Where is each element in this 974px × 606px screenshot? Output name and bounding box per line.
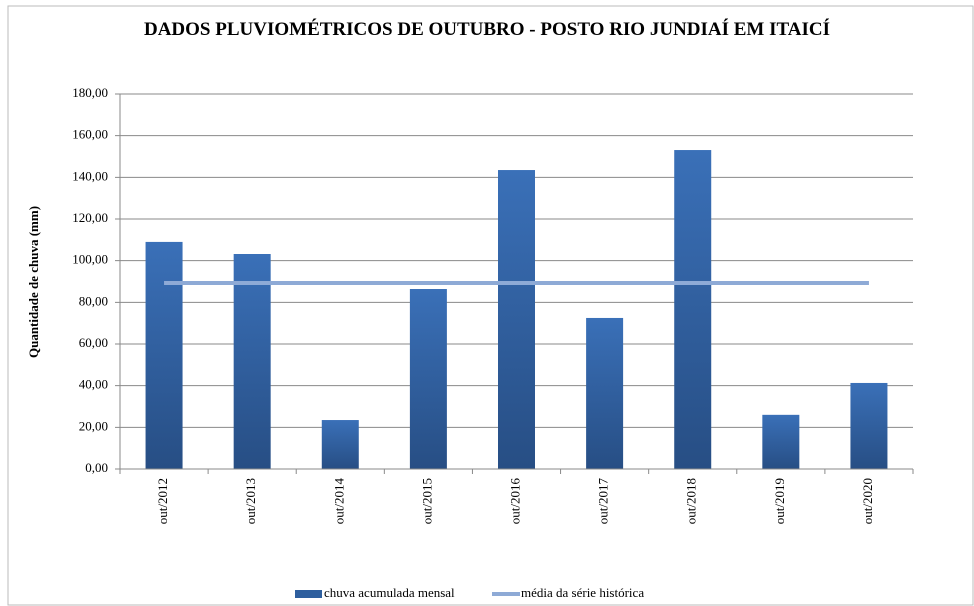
bar xyxy=(233,254,271,469)
bar xyxy=(321,420,359,469)
x-tick-label: out/2017 xyxy=(596,478,611,525)
y-tick-label: 140,00 xyxy=(72,168,108,183)
bar xyxy=(850,382,888,469)
x-tick-label: out/2014 xyxy=(331,478,346,525)
bar xyxy=(498,170,535,469)
bar xyxy=(409,289,447,469)
x-tick-label: out/2019 xyxy=(772,478,787,524)
x-tick-label: out/2015 xyxy=(419,478,434,524)
x-tick-label: out/2020 xyxy=(860,478,875,524)
y-tick-label: 40,00 xyxy=(79,377,108,392)
x-tick-label: out/2012 xyxy=(155,478,170,524)
chart-title: DADOS PLUVIOMÉTRICOS DE OUTUBRO - POSTO … xyxy=(143,19,831,40)
y-tick-label: 60,00 xyxy=(79,335,108,350)
bar xyxy=(586,317,624,469)
x-tick-label: out/2018 xyxy=(684,478,699,524)
y-tick-label: 80,00 xyxy=(79,293,108,308)
chart-frame xyxy=(7,5,974,606)
y-tick-label: 120,00 xyxy=(72,210,108,225)
legend-label: chuva acumulada mensal xyxy=(324,585,455,600)
y-tick-label: 160,00 xyxy=(72,127,108,142)
x-tick-label: out/2016 xyxy=(507,478,522,525)
bar xyxy=(762,414,800,469)
bar xyxy=(145,241,183,469)
y-tick-label: 0,00 xyxy=(85,460,108,475)
y-tick-label: 20,00 xyxy=(79,418,108,433)
bar xyxy=(674,150,712,469)
legend-label: média da série histórica xyxy=(521,585,644,600)
y-tick-label: 100,00 xyxy=(72,252,108,267)
legend-swatch xyxy=(295,590,322,598)
y-axis-label: Quantidade de chuva (mm) xyxy=(26,206,41,358)
y-tick-label: 180,00 xyxy=(72,85,108,100)
x-tick-label: out/2013 xyxy=(243,478,258,524)
